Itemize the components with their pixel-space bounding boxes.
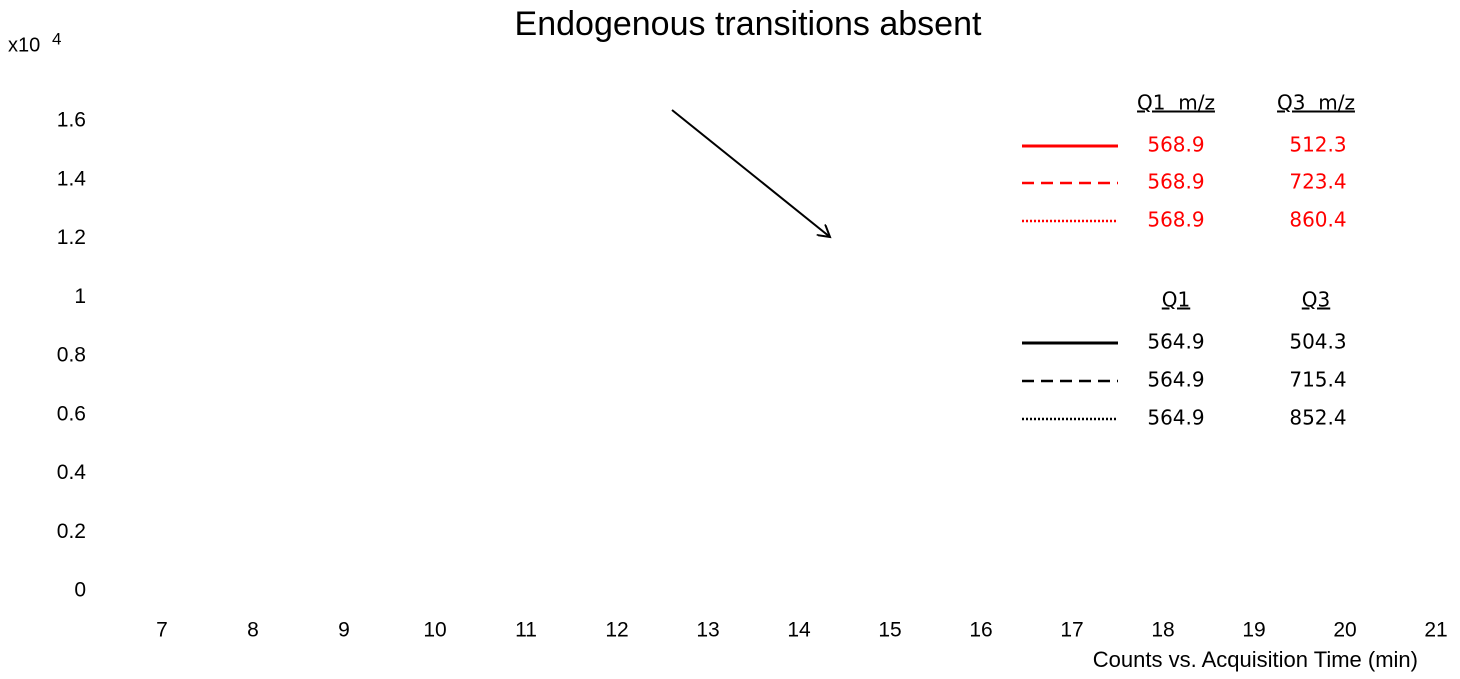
legend-q3: 852.4: [1289, 406, 1346, 430]
legend-q3: 512.3: [1289, 133, 1346, 157]
x-tick-label: 10: [423, 619, 446, 642]
y-tick-label: 1.4: [57, 167, 87, 190]
x-tick-label: 15: [878, 619, 901, 642]
x-tick-label: 12: [605, 619, 628, 642]
legend-q1: 564.9: [1147, 406, 1204, 430]
y-tick-label: 0.2: [57, 520, 86, 543]
x-tick-label: 13: [696, 619, 719, 642]
x-tick-label: 7: [156, 619, 168, 642]
legend-q1: 568.9: [1147, 133, 1204, 157]
legend-q1: 568.9: [1147, 170, 1204, 194]
y-tick-label: 0.6: [57, 402, 86, 425]
x-tick-label: 9: [338, 619, 350, 642]
x-tick-label: 20: [1333, 619, 1356, 642]
y-tick-label: 0.4: [57, 461, 87, 484]
legend-q3: 504.3: [1289, 330, 1346, 354]
legend-q3: 715.4: [1289, 368, 1346, 392]
legend-q3: 860.4: [1289, 208, 1346, 232]
x-tick-label: 14: [787, 619, 811, 642]
legend-header: Q3 m/z: [1277, 91, 1355, 115]
x-axis-label: Counts vs. Acquisition Time (min): [1093, 647, 1418, 672]
legend-q1: 564.9: [1147, 330, 1204, 354]
x-tick-label: 21: [1424, 619, 1447, 642]
chart-title: Endogenous transitions absent: [515, 5, 982, 43]
legend-q1: 568.9: [1147, 208, 1204, 232]
y-tick-label: 0.8: [57, 344, 86, 367]
y-tick-label: 1: [74, 285, 86, 308]
y-multiplier: x10: [8, 34, 40, 56]
y-tick-label: 1.2: [57, 226, 86, 249]
x-tick-label: 17: [1060, 619, 1083, 642]
x-tick-label: 11: [515, 619, 537, 642]
x-tick-label: 16: [969, 619, 992, 642]
legend-header: Q1: [1162, 288, 1190, 312]
legend-header: Q3: [1302, 288, 1330, 312]
y-tick-label: 0: [74, 579, 86, 602]
y-tick-label: 1.6: [57, 109, 86, 132]
legend-q3: 723.4: [1289, 170, 1346, 194]
x-tick-label: 18: [1151, 619, 1174, 642]
x-tick-label: 8: [247, 619, 259, 642]
x-tick-label: 19: [1242, 619, 1265, 642]
legend-header: Q1 m/z: [1137, 91, 1215, 115]
y-exponent: 4: [52, 29, 61, 48]
legend-q1: 564.9: [1147, 368, 1204, 392]
annotation-arrow: [671, 109, 830, 237]
